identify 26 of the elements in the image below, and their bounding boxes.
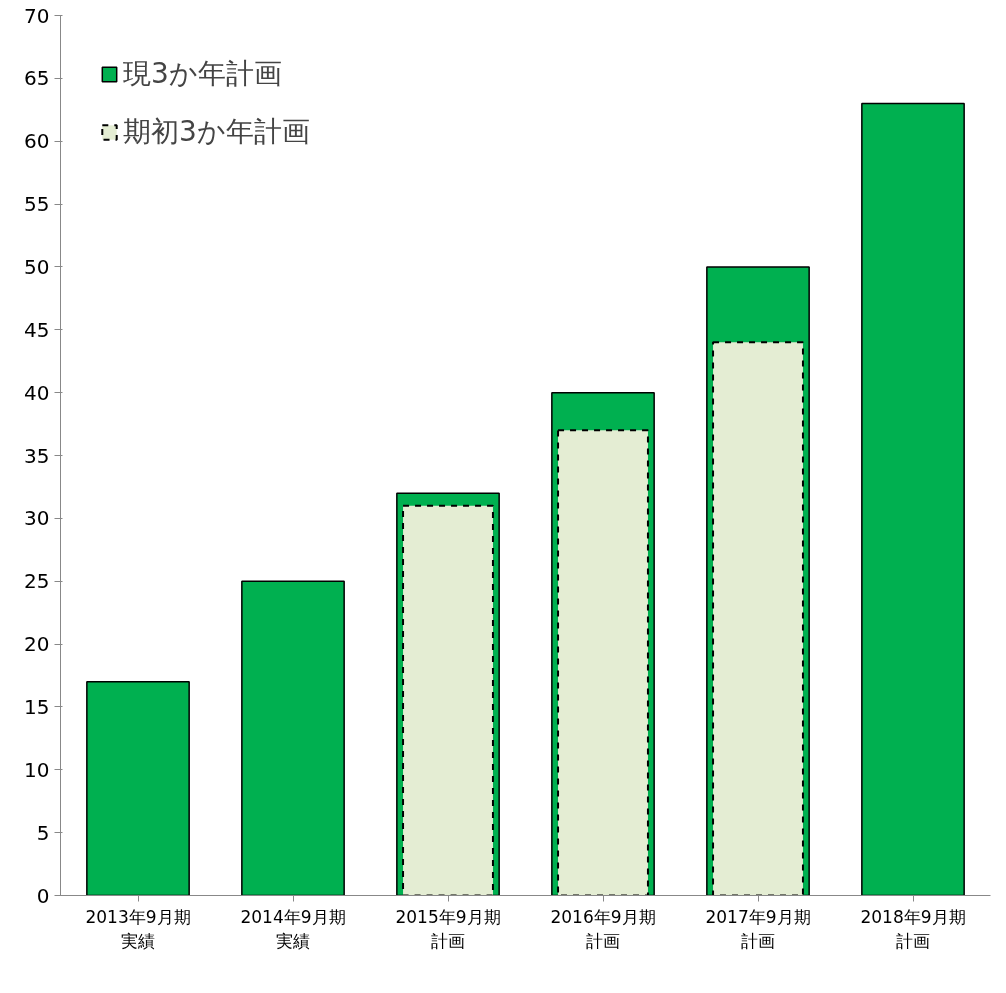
x-tick-label: 2017年9月期計画 xyxy=(705,906,811,951)
x-tick-label: 2016年9月期計画 xyxy=(550,906,656,951)
bar xyxy=(861,102,965,896)
legend-label: 現3か年計画 xyxy=(123,56,282,92)
bar xyxy=(86,681,190,896)
y-tick-label: 60 xyxy=(24,129,50,154)
y-tick-label: 5 xyxy=(36,820,50,845)
y-tick-label: 35 xyxy=(24,443,50,468)
y-tick-label: 30 xyxy=(24,506,50,531)
y-tick-label: 45 xyxy=(24,317,50,342)
y-tick-label: 70 xyxy=(24,3,50,28)
bar xyxy=(241,580,345,896)
y-tick-label: 25 xyxy=(24,569,50,594)
x-tick-label: 2018年9月期計画 xyxy=(860,906,966,951)
y-tick-label: 10 xyxy=(24,757,50,782)
y-tick-label: 50 xyxy=(24,254,50,279)
y-tick-label: 15 xyxy=(24,694,50,719)
legend-label: 期初3か年計画 xyxy=(123,114,310,150)
y-tick-label: 40 xyxy=(24,380,50,405)
y-tick-label: 0 xyxy=(36,883,50,908)
y-tick-label: 20 xyxy=(24,632,50,657)
x-tick-label: 2014年9月期実績 xyxy=(240,906,346,951)
x-tick-label: 2013年9月期実績 xyxy=(85,906,191,951)
y-tick-label: 55 xyxy=(24,192,50,217)
y-tick-label: 65 xyxy=(24,66,50,91)
x-tick-label: 2015年9月期計画 xyxy=(395,906,501,951)
